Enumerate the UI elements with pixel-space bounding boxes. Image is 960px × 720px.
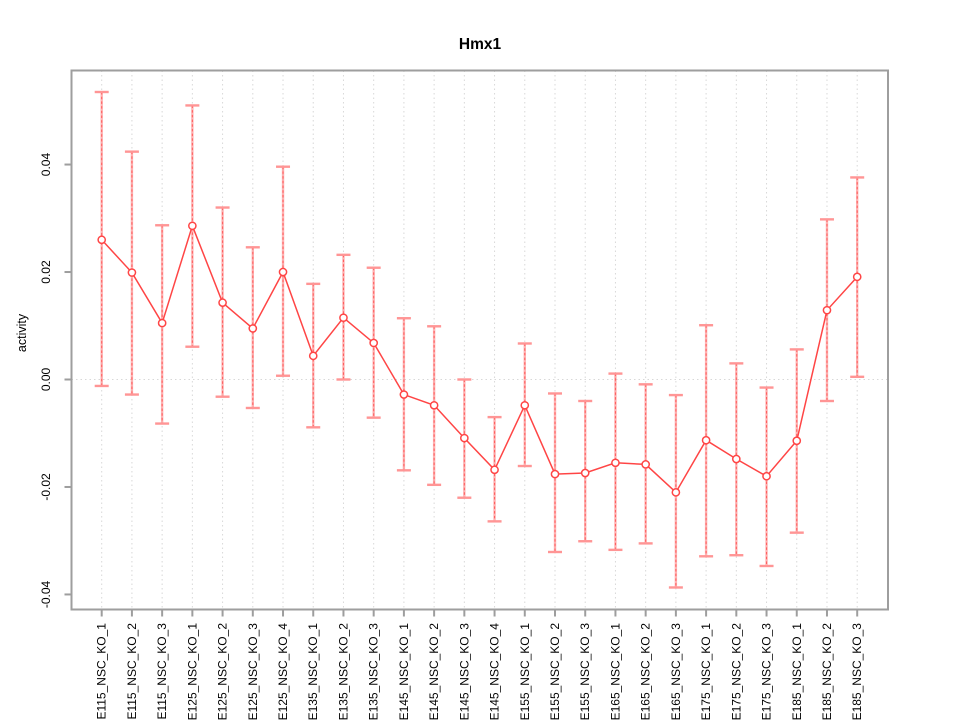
data-point: [611, 458, 620, 468]
data-point: [429, 400, 439, 410]
data-point: [520, 400, 530, 410]
x-tick-label: E145_NSC_KO_3: [457, 623, 471, 720]
data-point: [792, 436, 802, 446]
x-tick-label: E155_NSC_KO_3: [578, 623, 592, 720]
data-point: [459, 433, 469, 443]
data-point: [550, 469, 560, 479]
y-tick-label: -0.02: [39, 473, 53, 501]
data-point: [399, 390, 409, 399]
data-point: [762, 471, 771, 481]
x-tick-label: E185_NSC_KO_2: [820, 623, 834, 720]
data-point: [339, 313, 348, 323]
x-tick-label: E165_NSC_KO_1: [608, 623, 622, 720]
x-tick-label: E125_NSC_KO_2: [216, 623, 230, 720]
chart-title: Hmx1: [459, 36, 502, 53]
data-point: [248, 324, 258, 333]
x-tick-label: E165_NSC_KO_2: [639, 623, 653, 720]
errorbar-layer: [94, 90, 865, 589]
data-point: [731, 454, 741, 464]
data-point: [218, 298, 227, 308]
data-point: [308, 351, 318, 361]
data-point: [188, 221, 197, 231]
x-tick-label: E175_NSC_KO_3: [760, 623, 774, 720]
data-point: [641, 460, 651, 469]
axis-layer: -0.04 -0.02 0.00 0.02 0.04 E115_NSC_KO_1 E115_…: [39, 69, 889, 720]
x-tick-label: E125_NSC_KO_4: [276, 623, 290, 720]
x-tick-label: E155_NSC_KO_1: [518, 623, 532, 720]
data-point: [97, 235, 107, 245]
x-tick-label: E135_NSC_KO_1: [306, 623, 320, 720]
y-tick-label: 0.00: [39, 367, 53, 391]
data-point: [701, 435, 711, 445]
x-tick-label: E145_NSC_KO_4: [488, 623, 502, 720]
data-point: [490, 465, 499, 475]
series-line: [101, 223, 858, 494]
data-point: [278, 267, 288, 277]
x-tick-label: E155_NSC_KO_2: [548, 623, 562, 720]
x-tick-label: E135_NSC_KO_3: [367, 623, 381, 720]
x-tick-label: E115_NSC_KO_2: [125, 623, 139, 720]
data-point: [822, 305, 832, 315]
x-tick-label: E185_NSC_KO_1: [790, 623, 804, 720]
data-point: [580, 468, 590, 478]
x-tick-label: E175_NSC_KO_1: [699, 623, 713, 720]
x-tick-label: E185_NSC_KO_3: [850, 623, 864, 720]
x-tick-label: E165_NSC_KO_3: [669, 623, 683, 720]
data-point: [369, 338, 379, 348]
grid-layer: [71, 70, 888, 610]
x-tick-label: E115_NSC_KO_3: [155, 623, 169, 720]
x-tick-label: E125_NSC_KO_3: [246, 623, 260, 720]
y-tick-label: 0.04: [39, 153, 53, 177]
x-tick-label: E175_NSC_KO_2: [729, 623, 743, 720]
x-tick-label: E125_NSC_KO_1: [185, 623, 199, 720]
data-point: [671, 487, 681, 497]
data-point: [852, 272, 862, 282]
y-axis-title: activity: [15, 313, 29, 352]
x-tick-label: E115_NSC_KO_1: [95, 623, 109, 720]
y-tick-label: -0.04: [39, 580, 53, 608]
data-point: [127, 268, 137, 277]
x-tick-label: E145_NSC_KO_1: [397, 623, 411, 720]
x-tick-label: E145_NSC_KO_2: [427, 623, 441, 720]
plot-border: [70, 69, 889, 611]
x-tick-label: E135_NSC_KO_2: [336, 623, 350, 720]
data-point: [157, 318, 167, 328]
series-layer: [97, 221, 862, 497]
y-tick-label: 0.02: [39, 260, 53, 284]
